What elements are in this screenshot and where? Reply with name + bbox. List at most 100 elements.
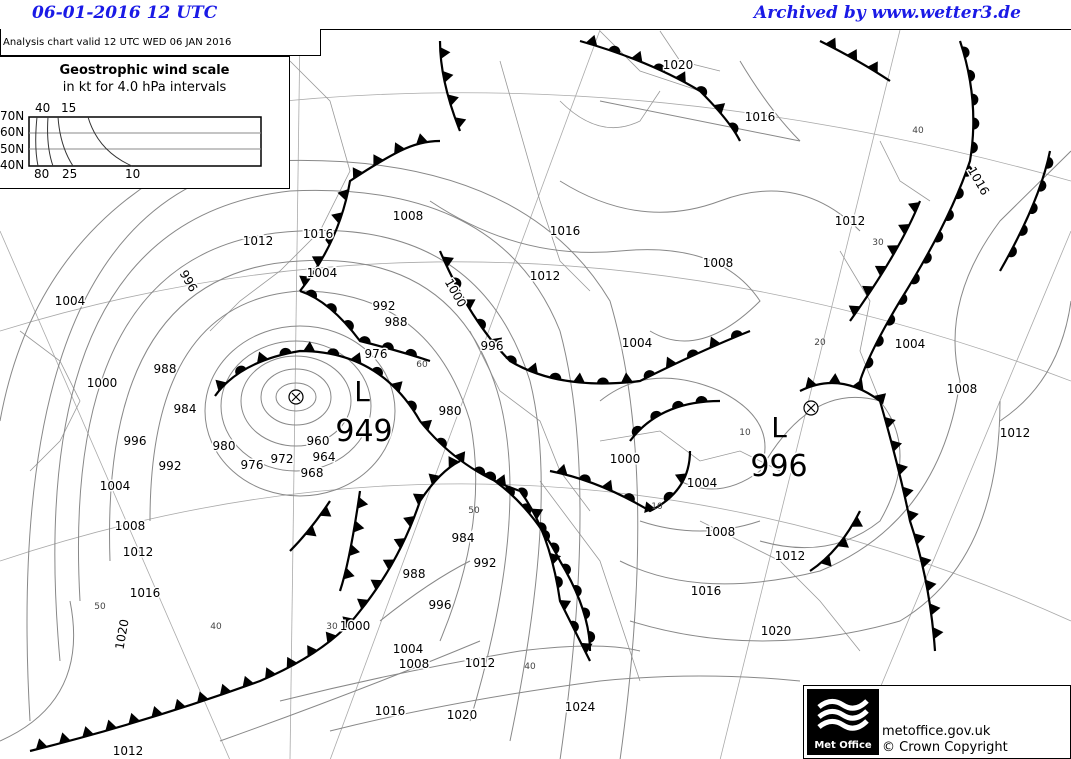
warm-front-semicircle (326, 303, 337, 314)
cold-front-triangle (925, 579, 937, 592)
isobar (0, 600, 75, 742)
front-line (338, 490, 362, 592)
isobar (639, 520, 761, 532)
cold-front-triangle (82, 726, 94, 738)
warm-front-semicircle (521, 503, 532, 514)
warm-front-semicircle (327, 348, 340, 356)
front-line (299, 289, 431, 363)
geostrophic-wind-scale: Geostrophic wind scale in kt for 4.0 hPa… (0, 56, 290, 189)
front-line (299, 139, 441, 292)
isobar-label: 1004 (895, 337, 926, 351)
isobar-label: 1008 (115, 519, 146, 533)
isobars (0, 60, 1071, 759)
isobar-label: 980 (439, 404, 462, 418)
warm-front-semicircle (1008, 245, 1017, 258)
isobar-label: 992 (373, 299, 396, 313)
cold-front-triangle (862, 285, 874, 297)
grid-line (329, 30, 601, 759)
cold-front-triangle (851, 516, 863, 527)
cold-front-triangle (454, 117, 467, 129)
coastline (599, 30, 701, 92)
warm-front-semicircle (436, 437, 447, 448)
cold-front-triangle (325, 631, 337, 644)
scale-label: 15 (61, 101, 77, 115)
warm-front-semicircle (473, 466, 486, 476)
isobar-label: 1020 (113, 618, 132, 651)
front-line (799, 381, 937, 652)
warm-front-semicircle (964, 165, 973, 177)
isobar-label: 1012 (775, 549, 806, 563)
cold-front-triangle (601, 479, 613, 492)
isobar-label: 1000 (340, 619, 371, 633)
isobar-label: 1000 (87, 376, 118, 390)
warm-front-semicircle (922, 252, 932, 264)
cold-front-triangle (59, 732, 71, 744)
cold-front-triangle (373, 154, 384, 166)
isobar-label: 988 (403, 567, 426, 581)
cold-front-triangle (675, 71, 686, 83)
isobar-label: 1024 (565, 700, 596, 714)
isobar-label: 1016 (550, 224, 581, 238)
cold-front-triangle (307, 645, 318, 657)
cold-front-triangle (828, 373, 841, 384)
isobar-label: 996 (124, 434, 147, 448)
coastline (19, 330, 81, 472)
isobar-label: 996 (177, 268, 201, 295)
warm-front-semicircle (1038, 179, 1047, 192)
cold-front-triangle (215, 379, 227, 392)
cold-front-triangle (311, 256, 324, 267)
cold-front-triangle (151, 705, 163, 718)
isobar-label: 1012 (123, 545, 154, 559)
isobar-label: 988 (154, 362, 177, 376)
coastlines (19, 30, 931, 682)
cold-front-triangle (929, 603, 941, 616)
isobar-label: 964 (313, 450, 336, 464)
grid-line (719, 30, 901, 759)
cold-front-triangle (128, 712, 140, 725)
cold-front-triangle (420, 419, 432, 431)
cold-front-triangle (331, 212, 343, 224)
cold-front-triangle (644, 501, 656, 514)
warm-front-semicircle (570, 620, 579, 633)
cold-front-triangle (494, 474, 506, 486)
front-symbols (35, 34, 1054, 750)
warm-front-semicircle (672, 400, 684, 409)
cold-front-triangle (913, 533, 926, 545)
grid-line (849, 230, 1071, 759)
cold-front-triangle (665, 356, 677, 369)
isobar (429, 200, 761, 342)
cold-front-triangle (303, 341, 316, 352)
coastline (209, 60, 351, 332)
isobar-label: 1012 (1000, 426, 1031, 440)
cross-icon (291, 392, 301, 402)
warm-front-semicircle (898, 293, 908, 305)
cold-front-triangle (932, 627, 944, 640)
cold-front-triangle (428, 473, 440, 485)
cold-front-triangle (105, 719, 117, 731)
cold-front-triangle (559, 599, 572, 611)
warm-front-semicircle (971, 141, 978, 154)
cold-front-triangle (197, 691, 209, 703)
cold-front-triangle (837, 536, 849, 548)
cold-front-triangle (907, 510, 919, 522)
warm-front-semicircle (1045, 156, 1054, 169)
cold-front-triangle (442, 70, 454, 83)
isobar (204, 325, 396, 497)
isobar-label: 1004 (100, 479, 131, 493)
isobar-label: 1008 (947, 382, 978, 396)
cold-front-triangle (242, 675, 254, 688)
met-office-logo: Met Office (807, 689, 879, 755)
copyright: © Crown Copyright (882, 740, 1008, 755)
warm-front-semicircle (961, 46, 970, 59)
wind-speed-label: 30 (872, 238, 884, 248)
isobar (619, 380, 961, 585)
archive-link[interactable]: Archived by www.wetter3.de (754, 3, 1021, 23)
isobar-label: 980 (213, 439, 236, 453)
cold-front-triangle (848, 305, 861, 317)
metoffice-url[interactable]: metoffice.gov.uk (882, 724, 991, 739)
coastline (879, 140, 931, 202)
cold-front-triangle (920, 556, 932, 569)
isobar-label: 976 (365, 347, 388, 361)
warm-front-semicircle (579, 474, 591, 483)
wind-speed-label: 10 (739, 428, 751, 438)
